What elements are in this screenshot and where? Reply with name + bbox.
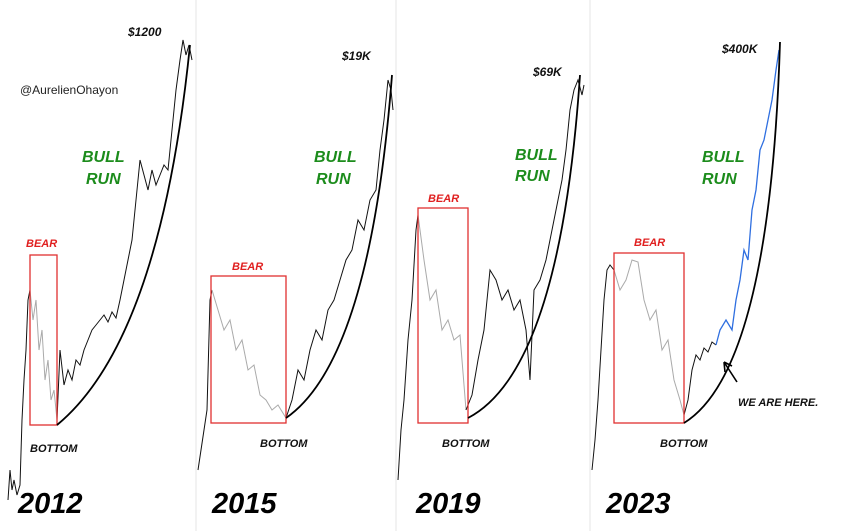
bull-label: RUN (316, 171, 351, 188)
price-line (285, 79, 394, 419)
price-line-faded (613, 259, 685, 416)
peak-label: $1200 (127, 25, 162, 39)
bottom-curve (467, 74, 581, 419)
price-line (397, 214, 419, 481)
peak-label: $400K (721, 42, 759, 56)
bull-label: BULL (314, 149, 357, 166)
price-line (197, 289, 213, 471)
bull-label: BULL (82, 149, 125, 166)
bear-label: BEAR (26, 238, 57, 250)
price-line (7, 289, 31, 501)
bull-label: RUN (515, 168, 550, 185)
bear-box (613, 252, 685, 424)
bottom-curve (285, 74, 393, 419)
bear-box (417, 207, 469, 424)
year-label: 2012 (17, 488, 83, 520)
year-label: 2019 (415, 488, 481, 520)
bull-label: RUN (86, 171, 121, 188)
bull-label: BULL (702, 149, 745, 166)
year-label: 2015 (211, 488, 277, 520)
peak-label: $69K (532, 65, 563, 79)
bottom-label: BOTTOM (30, 443, 78, 455)
bear-label: BEAR (428, 193, 459, 205)
bottom-label: BOTTOM (260, 438, 308, 450)
bear-label: BEAR (634, 237, 665, 249)
arrow (723, 361, 738, 383)
bottom-label: BOTTOM (660, 438, 708, 450)
bull-label: BULL (515, 147, 558, 164)
bottom-curve (56, 44, 191, 426)
note: WE ARE HERE. (738, 397, 818, 409)
bear-box (29, 254, 58, 426)
peak-label: $19K (341, 49, 372, 63)
price-line (56, 39, 193, 421)
bottom-curve (683, 41, 781, 424)
bull-label: RUN (702, 171, 737, 188)
price-line (591, 264, 615, 471)
year-label: 2023 (605, 488, 671, 520)
price-line-faded (29, 289, 58, 421)
bottom-label: BOTTOM (442, 438, 490, 450)
handle: @AurelienOhayon (20, 83, 118, 97)
price-line-faded (211, 289, 287, 419)
bear-label: BEAR (232, 261, 263, 273)
price-line-faded (417, 214, 467, 411)
bear-box (210, 275, 287, 424)
price-line (683, 341, 717, 416)
price-line (465, 78, 585, 411)
projected-line (715, 49, 780, 346)
